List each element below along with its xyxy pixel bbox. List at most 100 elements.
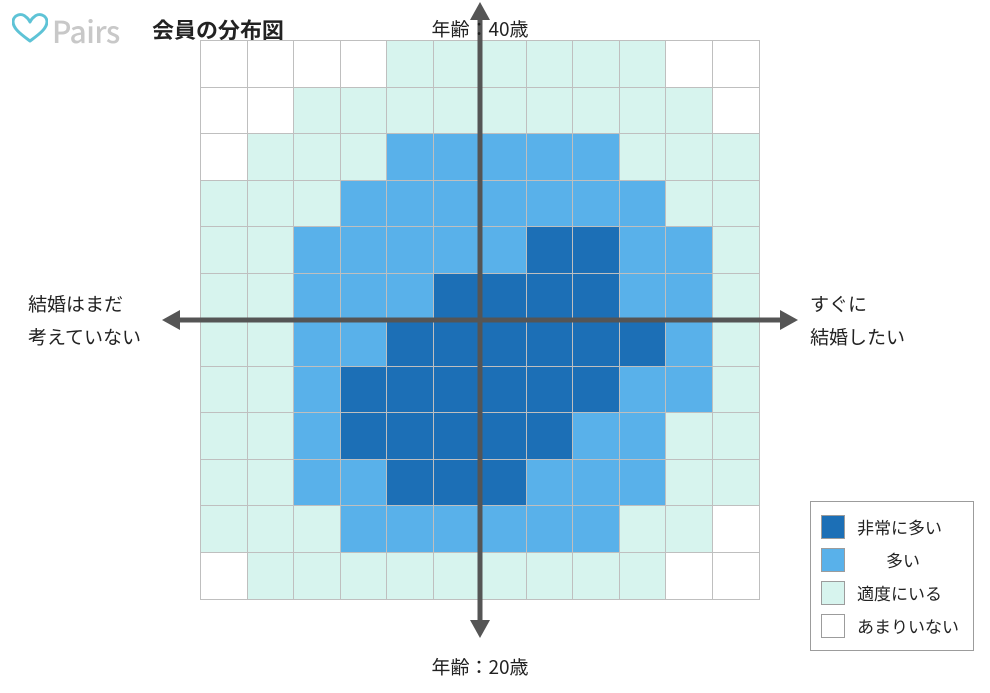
heatmap-cell	[713, 367, 760, 414]
heatmap-cell	[573, 227, 620, 274]
axis-label-bottom: 年齢：20歳	[431, 650, 528, 683]
heatmap-cell	[387, 134, 434, 181]
axis-label-right-line1: すぐに	[810, 290, 867, 317]
heatmap-cell	[666, 274, 713, 321]
heatmap-cell	[248, 320, 295, 367]
heatmap-cell	[480, 413, 527, 460]
heatmap-cell	[201, 227, 248, 274]
heatmap-cell	[434, 274, 481, 321]
brand-logo: Pairs	[12, 8, 120, 52]
heatmap-cell	[620, 553, 667, 600]
axis-label-right: すぐに 結婚したい	[810, 287, 905, 354]
heatmap-cell	[341, 460, 388, 507]
heatmap-cell	[666, 460, 713, 507]
heatmap-cell	[434, 88, 481, 135]
heatmap-cell	[248, 506, 295, 553]
heatmap-cell	[341, 413, 388, 460]
heatmap-cell	[573, 413, 620, 460]
heatmap-cell	[294, 274, 341, 321]
heatmap-cell	[294, 181, 341, 228]
heatmap-cell	[713, 134, 760, 181]
heatmap-cell	[294, 553, 341, 600]
heatmap-cell	[573, 320, 620, 367]
heatmap-cell	[294, 227, 341, 274]
heatmap-cell	[201, 181, 248, 228]
heatmap-cell	[480, 41, 527, 88]
heatmap-cell	[527, 460, 574, 507]
heatmap-cell	[434, 367, 481, 414]
heatmap-cell	[201, 41, 248, 88]
heatmap-cell	[666, 320, 713, 367]
heatmap-cell	[387, 553, 434, 600]
heatmap-cell	[201, 413, 248, 460]
heatmap-cell	[434, 134, 481, 181]
heatmap-cell	[341, 553, 388, 600]
heatmap-cell	[480, 274, 527, 321]
heatmap-cell	[480, 320, 527, 367]
heatmap-cell	[573, 460, 620, 507]
legend-item-moderate: 適度にいる	[821, 576, 959, 609]
heatmap-cell	[666, 88, 713, 135]
axis-label-left-line1: 結婚はまだ	[28, 290, 123, 317]
heatmap-cell	[248, 413, 295, 460]
heatmap-cell	[341, 181, 388, 228]
heatmap-cell	[666, 367, 713, 414]
heatmap-cell	[713, 320, 760, 367]
heatmap-cell	[620, 227, 667, 274]
heatmap-cell	[248, 367, 295, 414]
heatmap-cell	[387, 367, 434, 414]
axis-label-left: 結婚はまだ 考えていない	[28, 287, 141, 354]
heatmap-cell	[480, 134, 527, 181]
heatmap-cell	[341, 274, 388, 321]
heatmap-cell	[201, 134, 248, 181]
heatmap-cell	[713, 460, 760, 507]
heatmap-cell	[666, 134, 713, 181]
brand-name: Pairs	[52, 8, 120, 52]
heatmap-cell	[713, 88, 760, 135]
heatmap-cell	[666, 413, 713, 460]
heatmap-cell	[294, 506, 341, 553]
heatmap-cell	[341, 134, 388, 181]
heatmap-cell	[713, 181, 760, 228]
legend-item-few: あまりいない	[821, 609, 959, 642]
heatmap-cell	[620, 460, 667, 507]
heatmap-cell	[248, 41, 295, 88]
heatmap-cell	[573, 181, 620, 228]
legend-label: 非常に多い	[857, 514, 949, 539]
heatmap-cell	[620, 181, 667, 228]
heatmap-cell	[713, 506, 760, 553]
arrow-left-icon	[162, 310, 180, 330]
heatmap-cell	[573, 134, 620, 181]
heatmap-cell	[294, 88, 341, 135]
heatmap-cell	[341, 41, 388, 88]
legend-swatch	[821, 515, 845, 539]
heatmap-cell	[713, 274, 760, 321]
heatmap-cell	[434, 320, 481, 367]
heatmap-cell	[620, 274, 667, 321]
heatmap-cell	[527, 134, 574, 181]
heatmap-cell	[201, 553, 248, 600]
heatmap-cell	[480, 227, 527, 274]
legend-label: 多い	[857, 547, 949, 572]
heatmap-cell	[666, 181, 713, 228]
page-root: Pairs 会員の分布図 年齢：40歳 年齢：20歳 結婚はまだ 考えていない …	[0, 0, 990, 693]
heatmap-cell	[387, 460, 434, 507]
heatmap-cell	[387, 88, 434, 135]
heatmap-cell	[620, 506, 667, 553]
heatmap-cell	[201, 320, 248, 367]
heatmap-cell	[434, 553, 481, 600]
heatmap-cell	[713, 227, 760, 274]
y-axis-line	[478, 10, 483, 630]
heatmap-cell	[434, 460, 481, 507]
legend-swatch	[821, 581, 845, 605]
heatmap-cell	[480, 88, 527, 135]
heatmap-cell	[527, 413, 574, 460]
heatmap-cell	[480, 460, 527, 507]
heatmap-cell	[666, 506, 713, 553]
heatmap-cell	[201, 274, 248, 321]
heatmap-cell	[527, 506, 574, 553]
heatmap-cell	[620, 320, 667, 367]
heatmap-cell	[666, 41, 713, 88]
legend-label: あまりいない	[857, 613, 959, 638]
heatmap-cell	[341, 320, 388, 367]
